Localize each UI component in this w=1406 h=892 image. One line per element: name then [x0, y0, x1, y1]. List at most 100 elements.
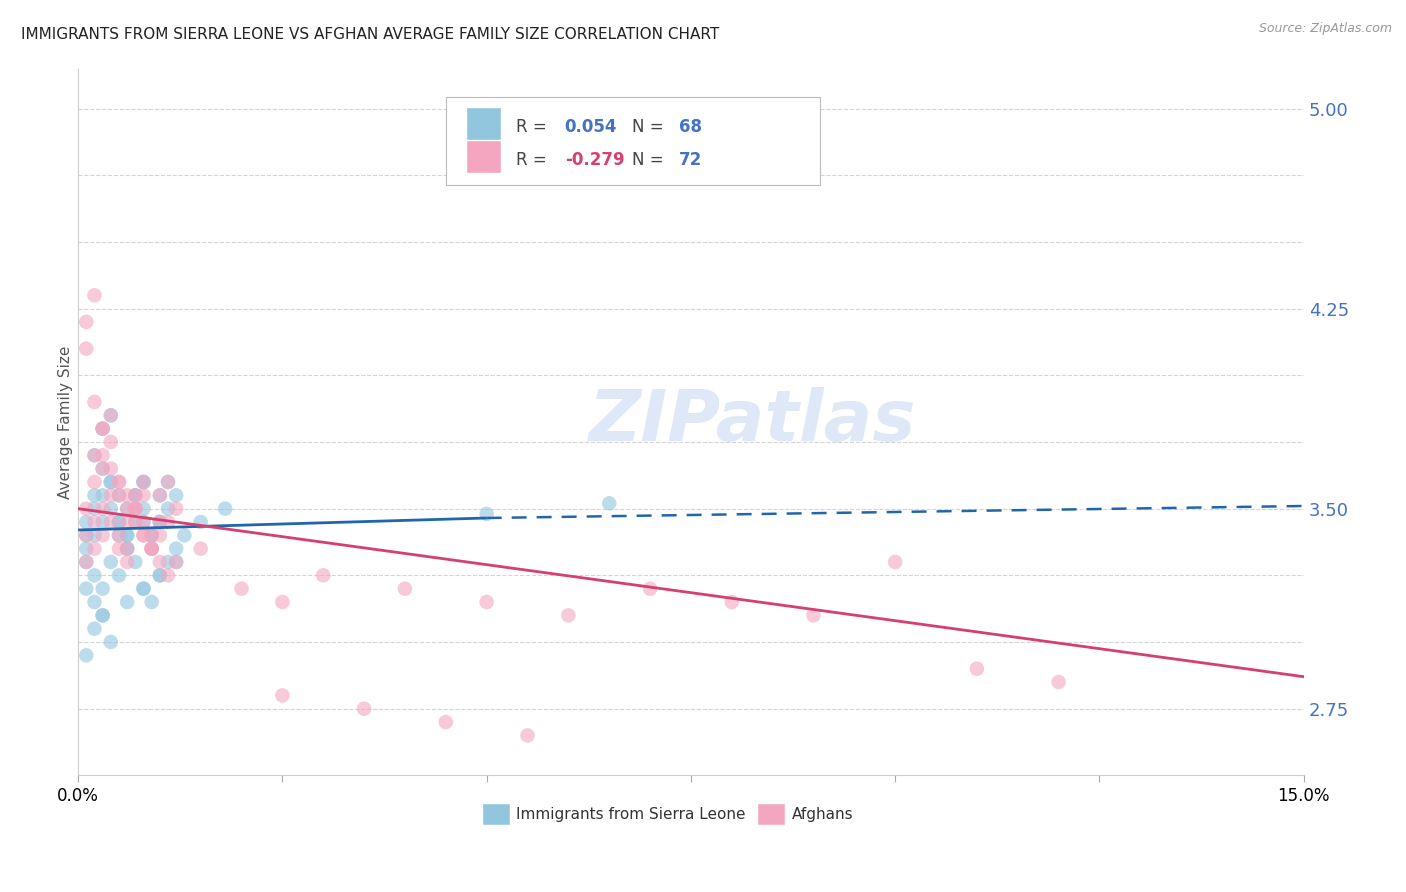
- Point: [231, 582, 253, 596]
- Point: [124, 501, 146, 516]
- Point: [132, 475, 155, 489]
- Point: [149, 488, 172, 502]
- Point: [100, 501, 122, 516]
- Point: [108, 475, 131, 489]
- Point: [100, 475, 122, 489]
- Point: [115, 555, 138, 569]
- Point: [132, 475, 155, 489]
- Point: [100, 434, 122, 449]
- Point: [108, 488, 131, 502]
- Point: [141, 528, 163, 542]
- Point: [100, 488, 122, 502]
- Point: [132, 488, 155, 502]
- Point: [434, 714, 457, 729]
- Point: [100, 555, 122, 569]
- Point: [91, 448, 114, 462]
- Point: [115, 528, 138, 542]
- Point: [91, 461, 114, 475]
- Point: [132, 528, 155, 542]
- Point: [75, 541, 97, 556]
- Text: 72: 72: [679, 152, 702, 169]
- Point: [83, 488, 105, 502]
- Point: [75, 515, 97, 529]
- Point: [83, 395, 105, 409]
- Point: [108, 528, 131, 542]
- Point: [132, 515, 155, 529]
- Point: [141, 541, 163, 556]
- Point: [108, 475, 131, 489]
- Text: 0.054: 0.054: [565, 119, 617, 136]
- Point: [149, 568, 172, 582]
- Point: [598, 496, 620, 510]
- Point: [141, 541, 163, 556]
- Point: [165, 501, 187, 516]
- Point: [83, 568, 105, 582]
- Point: [100, 515, 122, 529]
- Point: [91, 422, 114, 436]
- Point: [91, 422, 114, 436]
- Point: [141, 541, 163, 556]
- Point: [803, 608, 825, 623]
- Point: [91, 582, 114, 596]
- Point: [353, 702, 375, 716]
- Point: [75, 555, 97, 569]
- Point: [124, 515, 146, 529]
- Point: [91, 608, 114, 623]
- Point: [132, 582, 155, 596]
- Point: [108, 488, 131, 502]
- Point: [83, 528, 105, 542]
- Point: [124, 488, 146, 502]
- Y-axis label: Average Family Size: Average Family Size: [58, 345, 73, 499]
- Point: [115, 501, 138, 516]
- Point: [141, 528, 163, 542]
- Point: [149, 515, 172, 529]
- Point: [141, 541, 163, 556]
- Point: [173, 528, 195, 542]
- Point: [394, 582, 416, 596]
- Point: [124, 488, 146, 502]
- Point: [100, 635, 122, 649]
- Point: [516, 728, 538, 742]
- Point: [83, 475, 105, 489]
- Point: [124, 515, 146, 529]
- Point: [149, 488, 172, 502]
- Point: [91, 528, 114, 542]
- Point: [83, 595, 105, 609]
- Point: [75, 528, 97, 542]
- Point: [132, 515, 155, 529]
- Point: [83, 515, 105, 529]
- Point: [124, 501, 146, 516]
- Point: [115, 541, 138, 556]
- Point: [966, 662, 988, 676]
- Text: 68: 68: [679, 119, 702, 136]
- FancyBboxPatch shape: [482, 804, 509, 825]
- Point: [190, 541, 212, 556]
- Point: [115, 541, 138, 556]
- Point: [214, 501, 236, 516]
- Point: [83, 541, 105, 556]
- Text: -0.279: -0.279: [565, 152, 624, 169]
- Point: [271, 689, 294, 703]
- Point: [108, 515, 131, 529]
- Point: [156, 568, 179, 582]
- Point: [475, 595, 498, 609]
- FancyBboxPatch shape: [758, 804, 786, 825]
- Point: [124, 501, 146, 516]
- Point: [124, 488, 146, 502]
- Point: [115, 595, 138, 609]
- Point: [91, 501, 114, 516]
- Point: [132, 582, 155, 596]
- Point: [75, 648, 97, 663]
- Text: Immigrants from Sierra Leone: Immigrants from Sierra Leone: [516, 806, 745, 822]
- Text: Afghans: Afghans: [792, 806, 853, 822]
- Point: [100, 409, 122, 423]
- Point: [165, 555, 187, 569]
- Point: [156, 515, 179, 529]
- Text: N =: N =: [633, 152, 669, 169]
- Point: [124, 555, 146, 569]
- Point: [557, 608, 579, 623]
- Text: Source: ZipAtlas.com: Source: ZipAtlas.com: [1258, 22, 1392, 36]
- Point: [83, 288, 105, 302]
- Point: [156, 475, 179, 489]
- FancyBboxPatch shape: [467, 141, 501, 173]
